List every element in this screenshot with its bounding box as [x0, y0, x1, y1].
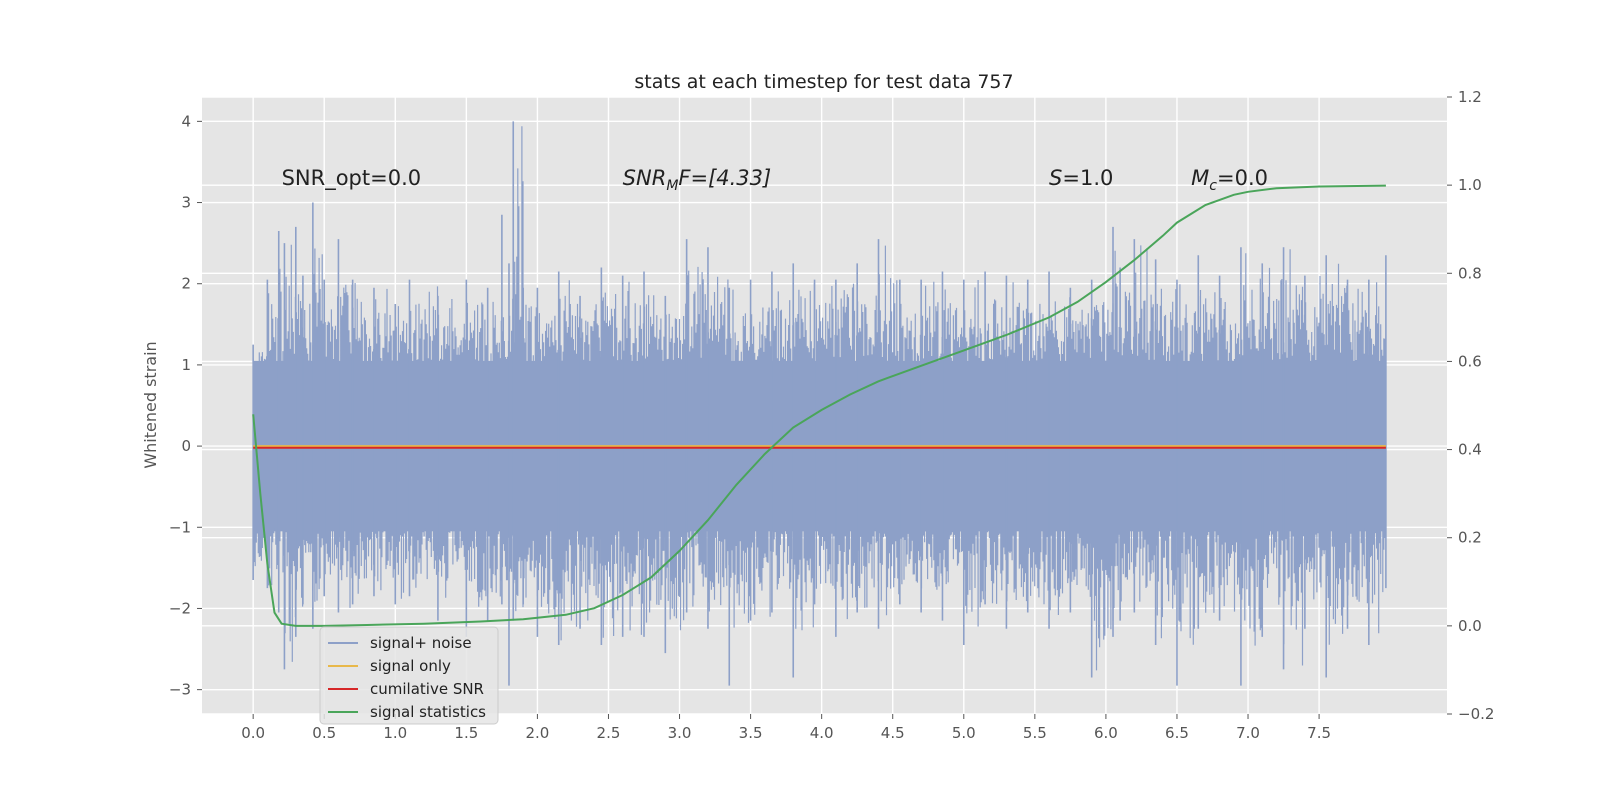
series-layer [252, 121, 1387, 686]
x-tick-label: 1.5 [454, 724, 478, 742]
y2-tick-label: 0.4 [1458, 441, 1482, 459]
chart-title: stats at each timestep for test data 757 [634, 71, 1013, 93]
x-tick-label: 1.0 [383, 724, 407, 742]
y-tick-label: 4 [181, 112, 191, 130]
legend-box [319, 626, 499, 725]
annotation-main: M [1191, 166, 1209, 190]
annotation-after: =0.0 [1217, 166, 1268, 190]
annotation-after: F=[4.33] [678, 166, 771, 190]
y-tick-label: 0 [181, 437, 191, 455]
y-tick-label: −3 [169, 681, 191, 699]
annotation: S=1.0 [1049, 166, 1113, 190]
legend: signal+ noise signal only cumilative SNR si… [319, 626, 499, 725]
annotation-sub: M [666, 178, 678, 194]
x-tick-label: 2.0 [525, 724, 549, 742]
annotation-main: S [1049, 166, 1062, 190]
y-tick-label: 3 [181, 194, 191, 212]
x-tick-label: 2.5 [597, 724, 621, 742]
legend-label: signal statistics [370, 703, 486, 721]
x-tick-label: 0.0 [241, 724, 265, 742]
x-tick-label: 7.5 [1307, 724, 1331, 742]
x-tick-label: 4.5 [881, 724, 905, 742]
annotation-main: SNR_opt=0.0 [282, 166, 422, 191]
y-tick-label: 2 [181, 275, 191, 293]
x-tick-label: 6.0 [1094, 724, 1118, 742]
y-axis-label: Whitened strain [141, 341, 160, 468]
y-tick-label: 1 [181, 356, 191, 374]
annotation-main: SNR [623, 166, 667, 190]
annotation: SNRMF=[4.33] [623, 166, 772, 194]
y-tick-label: −2 [169, 599, 191, 617]
x-tick-label: 4.0 [810, 724, 834, 742]
x-tick-label: 5.5 [1023, 724, 1047, 742]
annotation-after: =1.0 [1062, 166, 1113, 190]
y2-tick-label: 1.0 [1458, 176, 1482, 194]
annotations: SNR_opt=0.0 SNRMF=[4.33] S=1.0 Mc=0.0 [282, 166, 1268, 194]
x-tick-label: 7.0 [1236, 724, 1260, 742]
y-tick-label: −1 [169, 518, 191, 536]
y2-tick-label: 0.0 [1458, 617, 1482, 635]
x-tick-label: 3.5 [739, 724, 763, 742]
x-tick-label: 3.0 [668, 724, 692, 742]
x-axis: 0.0 0.5 1.0 1.5 2.0 2.5 3.0 3.5 4.0 4.5 5.0 5.5 6.0 6… [241, 714, 1331, 742]
y2-tick-label: 1.2 [1458, 88, 1482, 106]
y-axis-left: 4 3 2 1 0 −1 −2 −3 [169, 112, 202, 699]
y2-tick-label: 0.6 [1458, 352, 1482, 370]
annotation-sub: c [1209, 178, 1217, 194]
y2-tick-label: −0.2 [1458, 705, 1494, 723]
legend-label: signal only [370, 657, 451, 675]
x-tick-label: 0.5 [312, 724, 336, 742]
annotation: SNR_opt=0.0 [282, 166, 422, 191]
annotation: Mc=0.0 [1191, 166, 1268, 194]
y-axis-right: 1.2 1.0 0.8 0.6 0.4 0.2 0.0 −0.2 [1447, 88, 1494, 723]
y2-tick-label: 0.2 [1458, 529, 1482, 547]
legend-label: cumilative SNR [370, 680, 484, 698]
series-line-3 [252, 184, 1386, 627]
legend-label: signal+ noise [370, 634, 472, 652]
y2-tick-label: 0.8 [1458, 264, 1482, 282]
x-tick-label: 6.5 [1165, 724, 1189, 742]
x-tick-label: 5.0 [952, 724, 976, 742]
